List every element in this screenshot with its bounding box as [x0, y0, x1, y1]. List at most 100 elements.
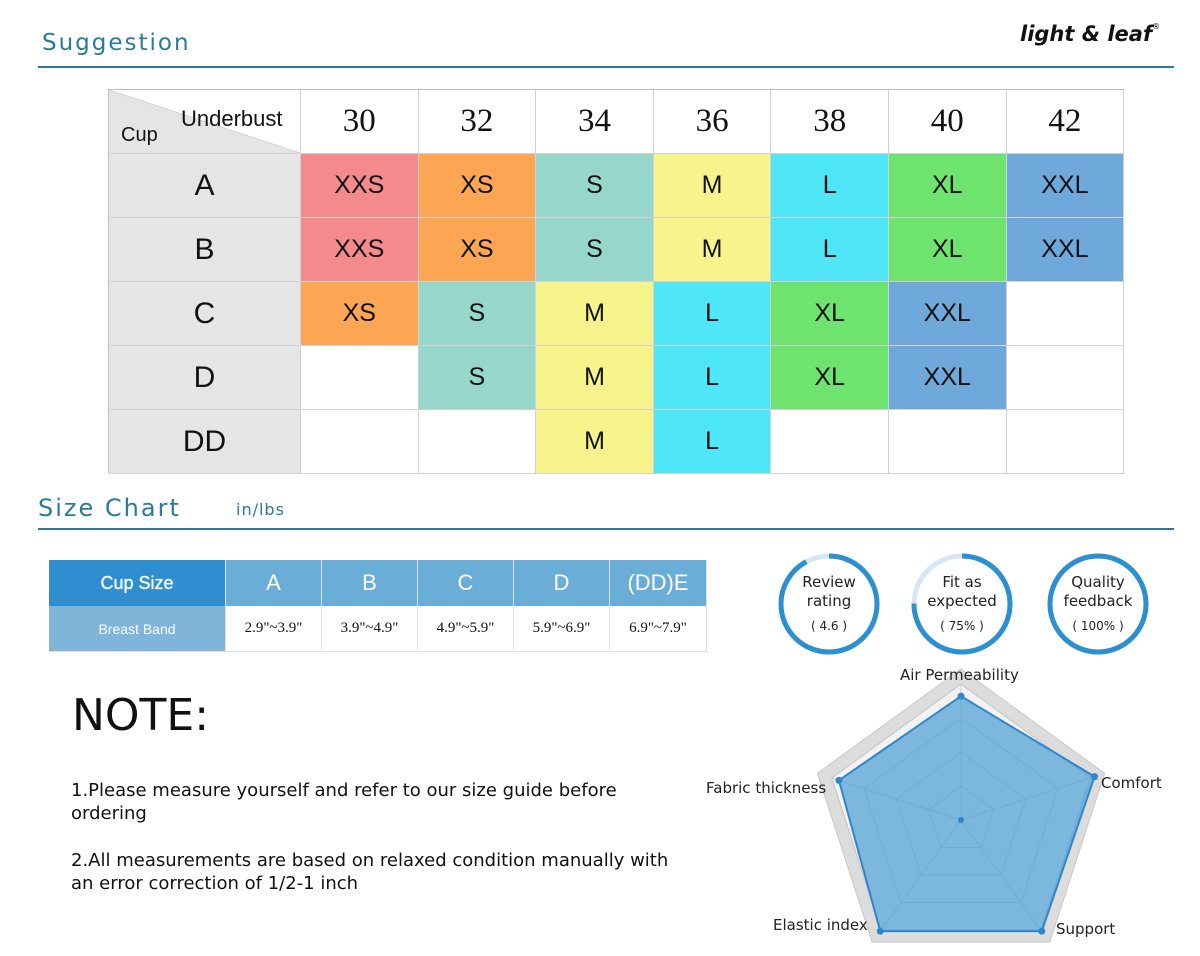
size-cell: M — [536, 346, 654, 410]
radar-svg — [816, 668, 1106, 943]
rating-value: ( 4.6 ) — [810, 618, 848, 633]
fit-as-expected-text: Fit as expected ( 75% ) — [910, 552, 1014, 656]
ring-svg — [778, 553, 880, 655]
suggestion-title: Suggestion — [42, 30, 191, 56]
size-chart-divider — [38, 528, 1174, 530]
brand-name: light & leaf — [1020, 22, 1153, 46]
grid-corner-header: Underbust Cup — [109, 90, 301, 154]
size-cell: S — [418, 282, 537, 346]
size-cell: XXL — [1006, 218, 1125, 282]
radar-data-point — [835, 776, 843, 784]
breast-band-value: 5.9"~6.9" — [514, 606, 610, 652]
size-cell: XXS — [301, 218, 419, 282]
quality-feedback-ring: Quality feedback ( 100% ) — [1046, 552, 1150, 656]
band-header-38: 38 — [771, 90, 889, 154]
size-cell: S — [536, 218, 654, 282]
rating-label: feedback — [1063, 591, 1133, 610]
band-header-40: 40 — [889, 90, 1007, 154]
size-cell: M — [536, 282, 654, 346]
unit-label: in/lbs — [236, 500, 285, 519]
brand-registered-mark: ® — [1152, 22, 1161, 31]
band-header-30: 30 — [301, 90, 419, 154]
radar-center-point — [958, 817, 964, 823]
size-cell: S — [536, 154, 654, 218]
cup-size-col-dde: (DD)E — [610, 560, 707, 606]
size-cell: XL — [771, 346, 889, 410]
size-cell: S — [418, 346, 537, 410]
cup-size-table: Cup Size Breast Band A 2.9"~3.9" B 3.9"~4.9" C… — [49, 560, 707, 652]
breast-band-value: 3.9"~4.9" — [322, 606, 418, 652]
radar-axis-label: Elastic index — [773, 916, 868, 934]
size-cell — [418, 410, 537, 474]
radar-axis-label: Comfort — [1101, 774, 1162, 792]
band-header-42: 42 — [1006, 90, 1125, 154]
rating-label: expected — [927, 591, 997, 610]
breast-band-label: Breast Band — [49, 606, 226, 652]
band-header-36: 36 — [653, 90, 772, 154]
size-cell: XL — [889, 218, 1007, 282]
cup-size-col-b: B — [322, 560, 418, 606]
note-title: NOTE: — [72, 690, 210, 741]
radar-data-point — [1038, 927, 1046, 935]
rating-label: rating — [806, 591, 852, 610]
size-cell: XXL — [889, 346, 1007, 410]
brand-logo: light & leaf® — [1020, 22, 1160, 46]
radar-axis-label: Support — [1056, 920, 1116, 938]
cup-header-a: A — [109, 154, 301, 218]
size-cell: L — [771, 218, 889, 282]
radar-data-point — [876, 927, 884, 935]
size-cell: M — [653, 154, 772, 218]
size-cell — [301, 410, 419, 474]
size-cell — [1006, 282, 1125, 346]
quality-feedback-text: Quality feedback ( 100% ) — [1046, 552, 1150, 656]
size-suggestion-grid: Underbust Cup 30 32 34 36 38 40 42 A XXS XS S M L XL X… — [108, 89, 1125, 474]
size-cell — [889, 410, 1007, 474]
size-cell: M — [653, 218, 772, 282]
size-cell: XS — [418, 218, 537, 282]
rating-label: Quality — [1071, 572, 1125, 591]
size-cell: XS — [301, 282, 419, 346]
radar-chart: Air Permeability Comfort Support Elastic in… — [706, 660, 1200, 951]
cup-header-b: B — [109, 218, 301, 282]
suggestion-divider — [38, 66, 1174, 68]
rating-label: Fit as — [942, 572, 982, 591]
breast-band-value: 4.9"~5.9" — [418, 606, 514, 652]
underbust-label: Underbust — [181, 106, 283, 131]
size-cell: M — [536, 410, 654, 474]
radar-data-point — [1091, 773, 1099, 781]
cup-size-col-d: D — [514, 560, 610, 606]
band-header-32: 32 — [418, 90, 537, 154]
radar-axis-label: Air Permeability — [900, 666, 1019, 684]
cup-header-c: C — [109, 282, 301, 346]
rating-value: ( 75% ) — [940, 618, 984, 633]
radar-data-area — [837, 694, 1096, 933]
note-item-2: 2.All measurements are based on relaxed … — [71, 850, 669, 894]
cup-header-d: D — [109, 346, 301, 410]
band-header-34: 34 — [536, 90, 654, 154]
size-cell: XXS — [301, 154, 419, 218]
size-cell: XXL — [1006, 154, 1125, 218]
size-cell: XS — [418, 154, 537, 218]
size-cell: L — [653, 346, 772, 410]
rating-value: ( 100% ) — [1072, 618, 1124, 633]
cup-header-dd: DD — [109, 410, 301, 474]
cup-size-col-c: C — [418, 560, 514, 606]
breast-band-value: 2.9"~3.9" — [226, 606, 322, 652]
radar-axis-label: Fabric thickness — [706, 779, 827, 797]
ring-svg — [1047, 553, 1149, 655]
size-cell — [1006, 410, 1125, 474]
size-cell — [771, 410, 889, 474]
breast-band-value: 6.9"~7.9" — [610, 606, 707, 652]
size-cell — [1006, 346, 1125, 410]
size-cell: XXL — [889, 282, 1007, 346]
review-rating-text: Review rating ( 4.6 ) — [777, 552, 881, 656]
size-cell — [301, 346, 419, 410]
fit-as-expected-ring: Fit as expected ( 75% ) — [910, 552, 1014, 656]
cup-label: Cup — [121, 124, 158, 146]
size-cell: L — [653, 282, 772, 346]
size-chart-title: Size Chart — [38, 494, 181, 522]
ring-svg — [911, 553, 1013, 655]
size-cell: L — [771, 154, 889, 218]
review-rating-ring: Review rating ( 4.6 ) — [777, 552, 881, 656]
note-item-1: 1.Please measure yourself and refer to o… — [71, 780, 617, 824]
